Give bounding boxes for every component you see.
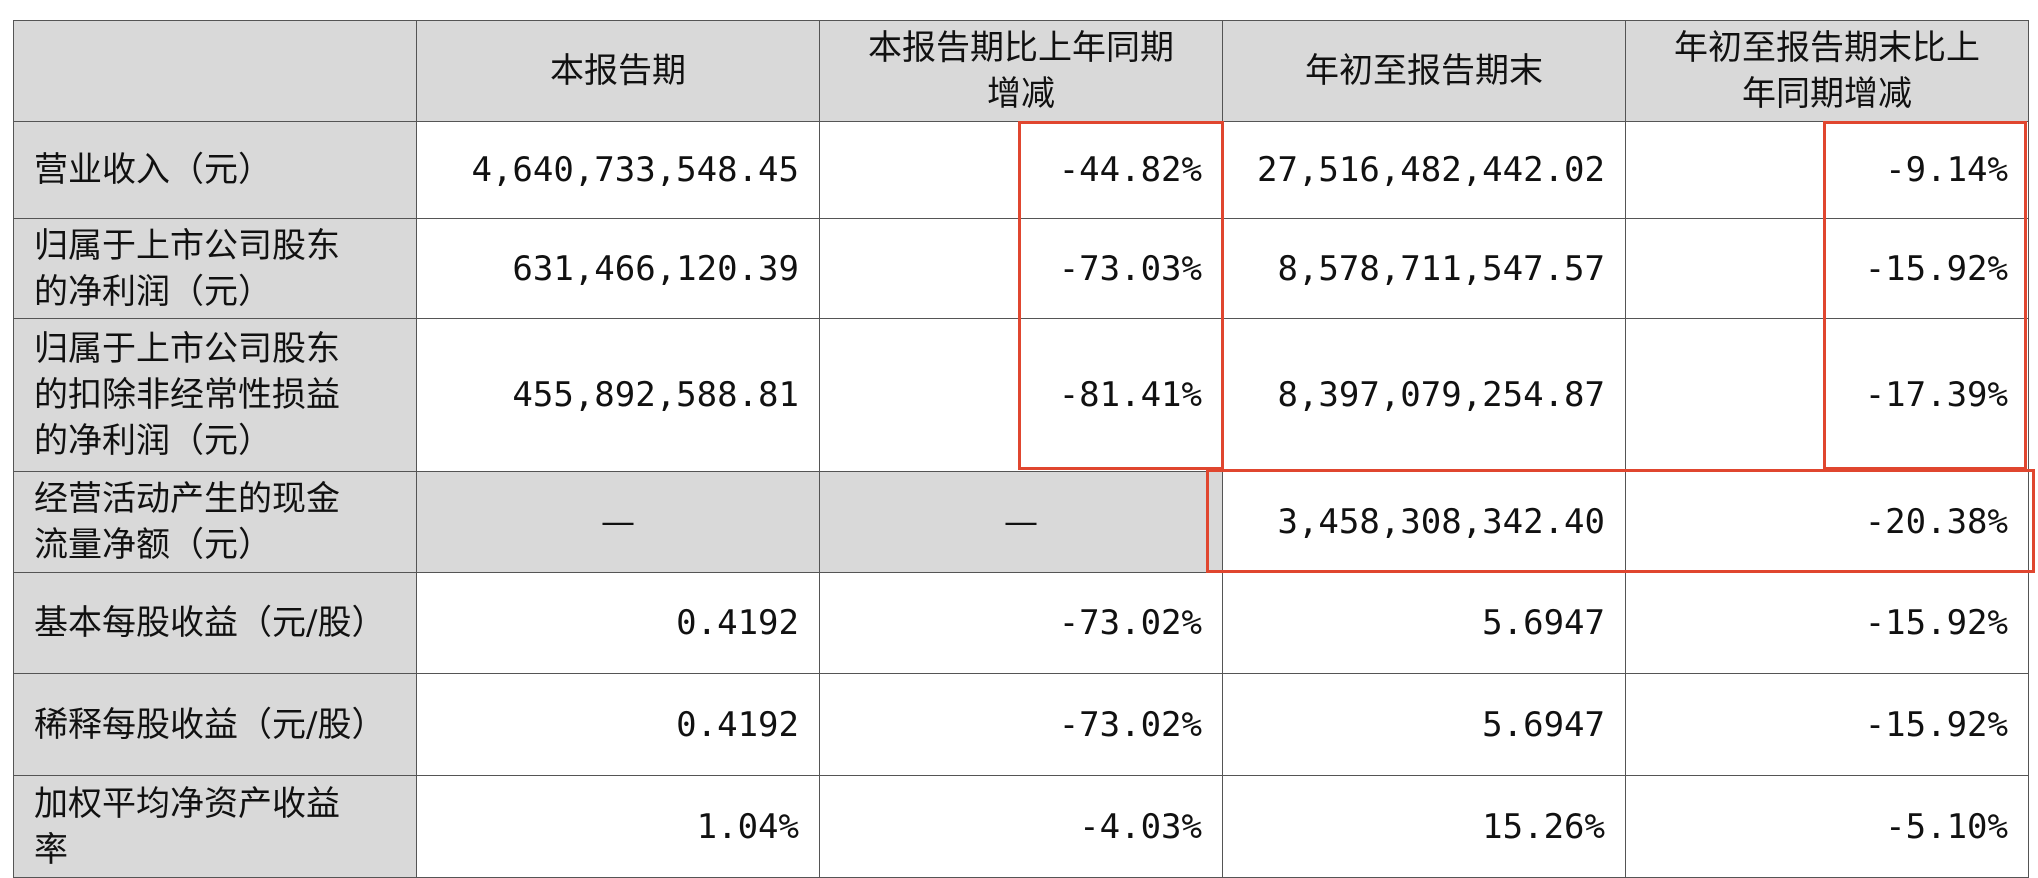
table-cell: 基本每股收益（元/股） <box>13 572 417 674</box>
table-cell: -15.92% <box>1625 218 2029 319</box>
table-cell: -20.38% <box>1625 471 2029 573</box>
highlight-box <box>1018 121 1224 470</box>
table-cell: — <box>416 471 820 573</box>
header-row: 本报告期 本报告期比上年同期增减 年初至报告期末 年初至报告期末比上年同期增减 <box>13 20 2029 122</box>
table-cell: 本报告期比上年同期增减 <box>819 20 1223 122</box>
table-cell: -73.03% <box>819 218 1223 319</box>
table-cell: 15.26% <box>1222 775 1626 878</box>
table-cell: 8,578,711,547.57 <box>1222 218 1626 319</box>
table-cell: -73.02% <box>819 673 1223 776</box>
table-cell <box>13 20 417 122</box>
table-cell: 3,458,308,342.40 <box>1222 471 1626 573</box>
table-cell: 8,397,079,254.87 <box>1222 318 1626 472</box>
table-cell: -9.14% <box>1625 121 2029 219</box>
table-cell: — <box>819 471 1223 573</box>
table-cell: 5.6947 <box>1222 572 1626 674</box>
table-row: 基本每股收益（元/股） 0.4192 -73.02% 5.6947 -15.92% <box>13 572 2029 674</box>
table-cell: 27,516,482,442.02 <box>1222 121 1626 219</box>
table-cell: 5.6947 <box>1222 673 1626 776</box>
table-cell: 455,892,588.81 <box>416 318 820 472</box>
table-row: 经营活动产生的现金流量净额（元） — —3,458,308,342.40 -20.38… <box>13 471 2029 573</box>
table-row: 营业收入（元） 4,640,733,548.45 -44.82% 27,516,482… <box>13 121 2029 219</box>
table-cell: -73.02% <box>819 572 1223 674</box>
table-cell: 1.04% <box>416 775 820 878</box>
financial-table: 本报告期 本报告期比上年同期增减 年初至报告期末 年初至报告期末比上年同期增减 营业收入… <box>13 20 2029 878</box>
table-row: 稀释每股收益（元/股） 0.4192 -73.02% 5.6947 -15.92% <box>13 673 2029 776</box>
table-cell: 加权平均净资产收益率 <box>13 775 417 878</box>
table-cell: 经营活动产生的现金流量净额（元） <box>13 471 417 573</box>
table-cell: -4.03% <box>819 775 1223 878</box>
table-cell: -17.39% <box>1625 318 2029 472</box>
table-cell: 归属于上市公司股东的净利润（元） <box>13 218 417 319</box>
highlight-box <box>1823 121 2027 470</box>
table-cell: 本报告期 <box>416 20 820 122</box>
table-row: 归属于上市公司股东的扣除非经常性损益的净利润（元） 455,892,588.81 -… <box>13 318 2029 472</box>
table-cell: 4,640,733,548.45 <box>416 121 820 219</box>
table-cell: 年初至报告期末 <box>1222 20 1626 122</box>
table-cell: -15.92% <box>1625 572 2029 674</box>
table-cell: 归属于上市公司股东的扣除非经常性损益的净利润（元） <box>13 318 417 472</box>
highlight-box <box>1206 469 2035 573</box>
table-cell: -5.10% <box>1625 775 2029 878</box>
table-cell: 631,466,120.39 <box>416 218 820 319</box>
table-row: 加权平均净资产收益率 1.04% -4.03% 15.26% -5.10% <box>13 775 2029 878</box>
table-cell: 稀释每股收益（元/股） <box>13 673 417 776</box>
table-cell: 0.4192 <box>416 673 820 776</box>
table-cell: 营业收入（元） <box>13 121 417 219</box>
table-cell: 0.4192 <box>416 572 820 674</box>
table-cell: 年初至报告期末比上年同期增减 <box>1625 20 2029 122</box>
table-cell: -15.92% <box>1625 673 2029 776</box>
